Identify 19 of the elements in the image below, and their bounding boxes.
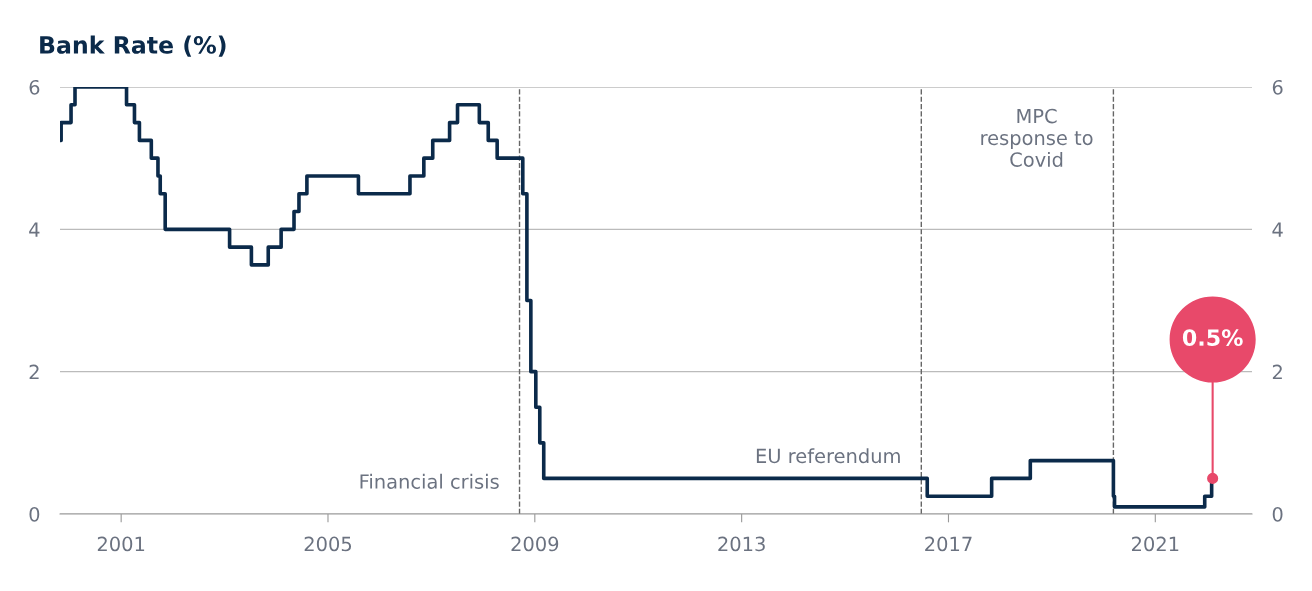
x-tick-label: 2009 <box>511 536 559 552</box>
x-tick-label: 2017 <box>925 536 972 552</box>
chart-title: Bank Rate (%) <box>40 35 226 57</box>
y2-tick-label: 0 <box>1272 506 1283 522</box>
x-tick-label: 2001 <box>97 536 145 552</box>
y2-tick-label: 6 <box>1272 79 1283 95</box>
y-tick-label: 2 <box>29 364 39 380</box>
x-tick-label: 2021 <box>1131 536 1179 552</box>
y-tick-label: 0 <box>29 506 40 522</box>
x-tick-label: 2005 <box>304 536 352 552</box>
y2-tick-label: 2 <box>1272 364 1282 380</box>
y-tick-label: 6 <box>29 79 40 95</box>
y2-tick-label: 4 <box>1272 222 1283 237</box>
ref-line-label: Financial crisis <box>360 473 499 489</box>
y-tick-label: 4 <box>29 222 40 237</box>
ref-line-label: MPC response to Covid <box>981 108 1093 167</box>
annotation: 0.5% <box>1182 329 1243 346</box>
x-tick-label: 2013 <box>718 536 765 552</box>
ref-line-label: EU referendum <box>756 448 900 464</box>
